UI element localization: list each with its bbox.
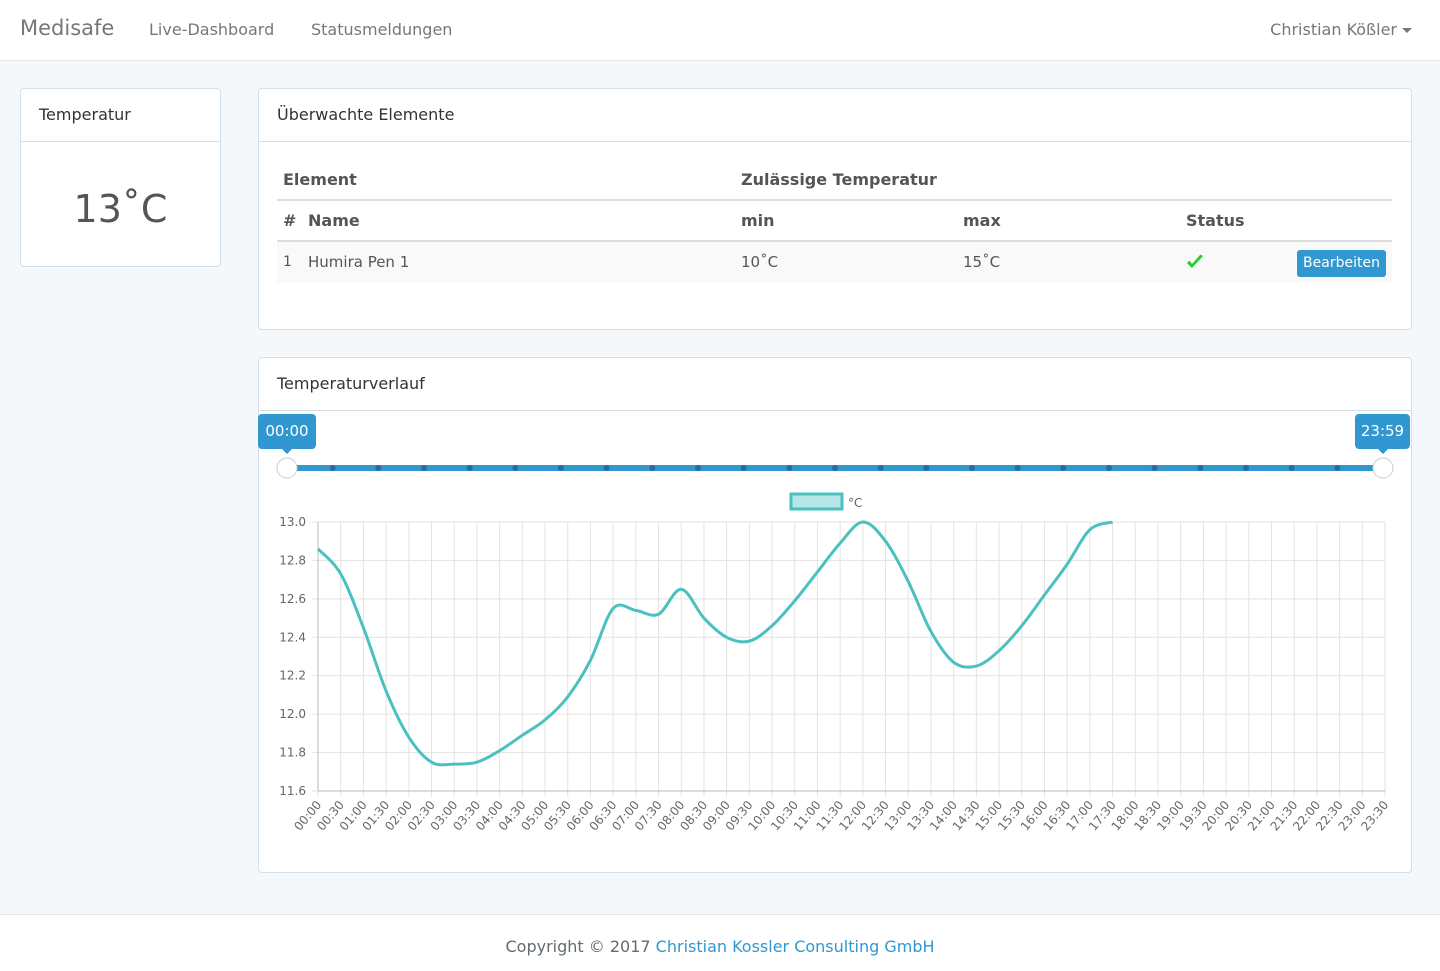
- footer: Copyright © 2017 Christian Kossler Consu…: [0, 914, 1440, 971]
- line: [316, 520, 1114, 767]
- table-row: [277, 242, 1392, 283]
- column-header: max: [963, 211, 1001, 230]
- current-temperature: 13˚C: [73, 187, 168, 231]
- group-header: Zulässige Temperatur: [741, 170, 937, 189]
- panel-title: Temperatur: [39, 105, 131, 124]
- column-header: Status: [1186, 211, 1245, 230]
- temperature-chart: 11.611.812.012.212.412.612.813.000:0000:…: [279, 492, 1391, 833]
- temperature-panel: Temperatur 13˚C: [20, 88, 221, 267]
- y-tick-label: 11.6: [279, 784, 306, 798]
- nav-link[interactable]: Live-Dashboard: [149, 20, 275, 39]
- panel-title: Überwachte Elemente: [277, 105, 455, 124]
- status-ok-icon: [1187, 254, 1203, 268]
- column-header: Name: [308, 211, 360, 230]
- column-header: #: [283, 211, 297, 230]
- range-start-label: 00:00: [258, 414, 316, 449]
- brand[interactable]: Medisafe: [20, 16, 115, 40]
- range-end-label: 23:59: [1355, 414, 1410, 449]
- table-rule: [277, 199, 1392, 201]
- panel-heading: Temperaturverlauf: [259, 358, 1411, 411]
- edit-button[interactable]: Bearbeiten: [1297, 250, 1386, 277]
- y-tick-label: 12.8: [279, 553, 306, 567]
- legend-label: °C: [848, 496, 862, 510]
- elements-panel: Überwachte Elemente: [258, 88, 1412, 330]
- y-tick-label: 11.8: [279, 746, 306, 760]
- nav-link[interactable]: Statusmeldungen: [311, 20, 453, 39]
- footer-link[interactable]: Christian Kossler Consulting GmbH: [655, 937, 935, 956]
- panel-heading: Überwachte Elemente: [259, 89, 1411, 142]
- navbar: Medisafe Live-Dashboard Statusmeldungen …: [0, 0, 1440, 61]
- cell: 10˚C: [741, 253, 779, 271]
- y-tick-label: 12.4: [279, 630, 306, 644]
- y-tick-label: 13.0: [279, 515, 306, 529]
- cell: 15˚C: [963, 253, 1001, 271]
- cell: 1: [283, 254, 292, 270]
- history-panel: Temperaturverlauf: [258, 357, 1412, 873]
- y-tick-label: 12.0: [279, 707, 306, 721]
- y-tick-label: 12.2: [279, 669, 306, 683]
- range-slider[interactable]: [270, 448, 1400, 484]
- cell: Humira Pen 1: [308, 253, 410, 271]
- y-tick-label: 12.6: [279, 592, 306, 606]
- table-rule: [277, 240, 1392, 242]
- column-header: min: [741, 211, 775, 230]
- caret: [1402, 28, 1412, 33]
- user-menu[interactable]: Christian Kößler: [1270, 20, 1397, 39]
- group-header: Element: [283, 170, 357, 189]
- footer-text: Copyright © 2017 Christian Kossler Consu…: [0, 937, 1440, 956]
- panel-heading: Temperatur: [21, 89, 220, 142]
- legend-swatch: [789, 492, 844, 511]
- panel-title: Temperaturverlauf: [277, 374, 425, 393]
- copyright: Copyright © 2017: [505, 937, 651, 956]
